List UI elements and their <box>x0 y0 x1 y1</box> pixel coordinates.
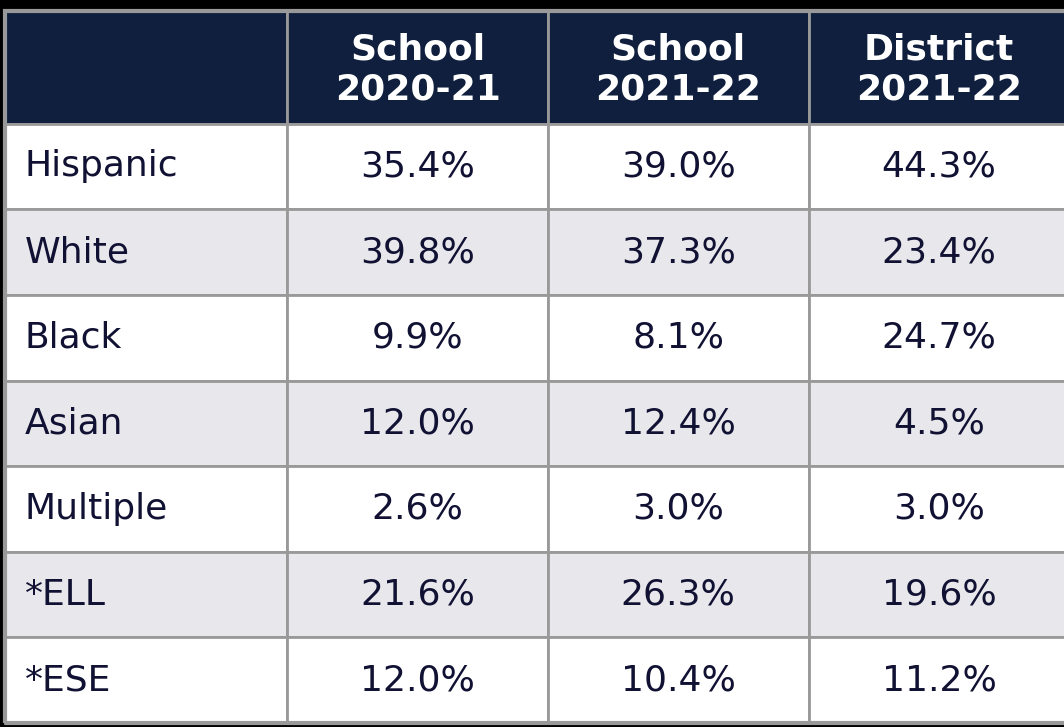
Bar <box>809 638 1064 723</box>
Text: 24.7%: 24.7% <box>882 321 996 355</box>
Text: 2020-21: 2020-21 <box>335 72 500 106</box>
Text: 19.6%: 19.6% <box>882 578 996 611</box>
Text: 23.4%: 23.4% <box>882 235 996 269</box>
Bar <box>5 209 287 295</box>
Bar <box>5 380 287 466</box>
Text: 35.4%: 35.4% <box>361 150 475 183</box>
Text: 2.6%: 2.6% <box>371 492 464 526</box>
Bar <box>5 466 287 552</box>
Bar <box>548 552 809 638</box>
Text: 37.3%: 37.3% <box>621 235 735 269</box>
Bar <box>548 124 809 209</box>
Text: 21.6%: 21.6% <box>361 578 475 611</box>
Text: *ELL: *ELL <box>24 578 105 611</box>
Bar <box>5 11 287 124</box>
Bar <box>5 124 287 209</box>
Bar <box>809 552 1064 638</box>
Text: 11.2%: 11.2% <box>882 663 996 697</box>
Text: School: School <box>350 32 485 66</box>
Bar <box>809 380 1064 466</box>
Bar <box>809 11 1064 124</box>
Text: 39.0%: 39.0% <box>621 150 735 183</box>
Text: Multiple: Multiple <box>24 492 168 526</box>
Text: 39.8%: 39.8% <box>361 235 475 269</box>
Bar <box>287 295 548 380</box>
Text: 12.0%: 12.0% <box>361 663 475 697</box>
Bar <box>287 380 548 466</box>
Text: District: District <box>864 32 1014 66</box>
Bar <box>287 638 548 723</box>
Bar <box>809 209 1064 295</box>
Text: 26.3%: 26.3% <box>621 578 735 611</box>
Text: White: White <box>24 235 130 269</box>
Bar <box>548 11 809 124</box>
Text: 2021-22: 2021-22 <box>596 72 761 106</box>
Text: 9.9%: 9.9% <box>371 321 464 355</box>
Bar <box>287 124 548 209</box>
Text: Black: Black <box>24 321 122 355</box>
Text: 44.3%: 44.3% <box>882 150 996 183</box>
Bar <box>287 466 548 552</box>
Bar <box>548 295 809 380</box>
Text: 8.1%: 8.1% <box>632 321 725 355</box>
Text: *ESE: *ESE <box>24 663 111 697</box>
Bar <box>5 638 287 723</box>
Text: School: School <box>611 32 746 66</box>
Bar <box>809 124 1064 209</box>
Text: 12.0%: 12.0% <box>361 406 475 441</box>
Bar <box>287 209 548 295</box>
Bar <box>287 11 548 124</box>
Bar <box>5 552 287 638</box>
Bar <box>5 295 287 380</box>
Bar <box>548 466 809 552</box>
Text: 10.4%: 10.4% <box>621 663 735 697</box>
Text: Hispanic: Hispanic <box>24 150 178 183</box>
Text: 2021-22: 2021-22 <box>857 72 1021 106</box>
Text: Asian: Asian <box>24 406 123 441</box>
Bar <box>287 552 548 638</box>
Bar <box>809 466 1064 552</box>
Text: 3.0%: 3.0% <box>893 492 985 526</box>
Bar <box>548 638 809 723</box>
Text: 4.5%: 4.5% <box>893 406 985 441</box>
Text: 3.0%: 3.0% <box>632 492 725 526</box>
Text: 12.4%: 12.4% <box>621 406 735 441</box>
Bar <box>548 380 809 466</box>
Bar <box>809 295 1064 380</box>
Bar <box>548 209 809 295</box>
